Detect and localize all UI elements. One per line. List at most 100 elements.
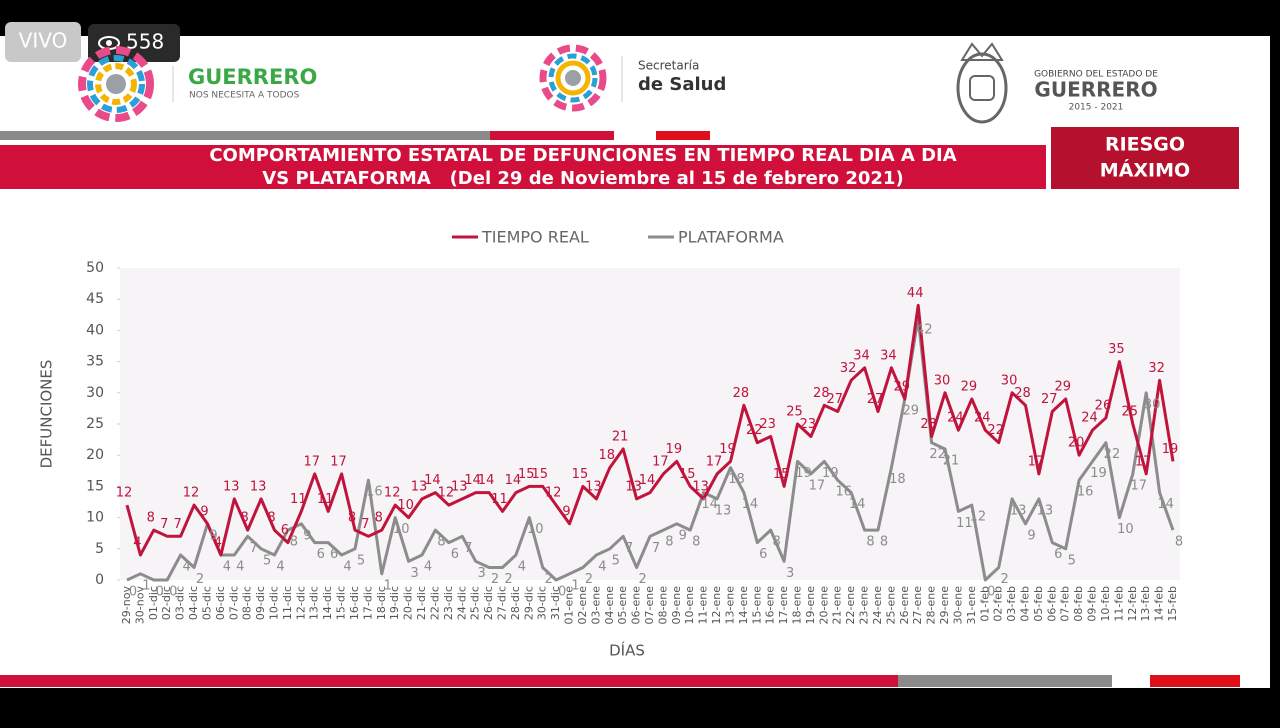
data-label: 14 bbox=[639, 473, 656, 488]
x-tick-label: 25-ene bbox=[884, 586, 897, 625]
x-tick-label: 27-ene bbox=[911, 586, 924, 625]
data-label: 13 bbox=[411, 479, 428, 494]
data-label: 16 bbox=[835, 485, 852, 500]
data-label: 14 bbox=[478, 473, 495, 488]
data-label: 24 bbox=[974, 411, 991, 426]
data-label: 7 bbox=[174, 517, 182, 532]
data-label: 23 bbox=[800, 417, 817, 432]
x-tick-label: 30-dic bbox=[536, 586, 549, 620]
data-label: 7 bbox=[652, 541, 660, 556]
x-tick-label: 10-feb bbox=[1099, 586, 1112, 622]
x-tick-label: 19-ene bbox=[804, 586, 817, 625]
legend-label: PLATAFORMA bbox=[678, 228, 784, 247]
data-label: 0 bbox=[129, 585, 137, 600]
x-tick-label: 12-ene bbox=[710, 586, 723, 625]
stripe bbox=[0, 131, 490, 140]
x-tick-label: 30-ene bbox=[951, 586, 964, 625]
data-label: 6 bbox=[759, 547, 767, 562]
x-tick-label: 29-dic bbox=[522, 586, 535, 620]
data-label: 5 bbox=[612, 553, 620, 568]
data-label: 28 bbox=[733, 386, 750, 401]
x-tick-label: 04-feb bbox=[1018, 586, 1031, 622]
series-line bbox=[125, 303, 1175, 557]
x-tick-label: 18-ene bbox=[791, 586, 804, 625]
data-label: 23 bbox=[759, 417, 776, 432]
data-label: 17 bbox=[706, 454, 723, 469]
gob-name: GUERRERO bbox=[1034, 78, 1157, 102]
x-tick-label: 03-dic bbox=[174, 586, 187, 620]
data-label: 14 bbox=[742, 497, 759, 512]
data-label: 12 bbox=[183, 486, 200, 501]
x-tick-label: 02-feb bbox=[992, 586, 1005, 622]
data-label: 25 bbox=[1121, 405, 1138, 420]
data-label: 21 bbox=[943, 453, 960, 468]
x-tick-label: 16-dic bbox=[348, 586, 361, 620]
data-label: 24 bbox=[1081, 411, 1098, 426]
y-tick-label: 45 bbox=[86, 291, 104, 307]
data-label: 22 bbox=[746, 423, 763, 438]
data-label: 10 bbox=[527, 522, 544, 537]
data-label: 11 bbox=[956, 516, 973, 531]
data-label: 4 bbox=[236, 560, 244, 575]
x-tick-label: 26-dic bbox=[482, 586, 495, 620]
data-label: 4 bbox=[223, 560, 231, 575]
data-label: 3 bbox=[478, 566, 486, 581]
data-label: 9 bbox=[303, 528, 311, 543]
data-label: 11 bbox=[317, 492, 334, 507]
salud: de Salud bbox=[638, 74, 726, 95]
data-label: 18 bbox=[728, 472, 745, 487]
y-tick-label: 5 bbox=[95, 541, 104, 557]
data-label: 13 bbox=[1037, 503, 1054, 518]
data-label: 10 bbox=[397, 498, 414, 513]
data-label: 4 bbox=[518, 560, 526, 575]
data-label: 13 bbox=[1010, 503, 1027, 518]
x-tick-label: 04-ene bbox=[603, 586, 616, 625]
data-label: 6 bbox=[1054, 547, 1062, 562]
gob: GOBIERNO DEL ESTADO DE bbox=[1034, 70, 1158, 80]
data-label: 17 bbox=[809, 478, 826, 493]
live-badge bbox=[5, 22, 81, 62]
x-tick-label: 03-feb bbox=[1005, 586, 1018, 622]
data-label: 5 bbox=[357, 553, 365, 568]
y-tick-label: 50 bbox=[86, 260, 104, 276]
data-label: 17 bbox=[330, 454, 347, 469]
x-tick-label: 30-nov bbox=[133, 586, 146, 625]
data-label: 7 bbox=[361, 517, 369, 532]
x-tick-label: 06-ene bbox=[630, 586, 643, 625]
data-label: 10 bbox=[1117, 522, 1134, 537]
viewer-count: 558 bbox=[126, 30, 164, 54]
data-label: 18 bbox=[598, 448, 615, 463]
x-tick-label: 13-ene bbox=[723, 586, 736, 625]
data-label: 12 bbox=[384, 486, 401, 501]
data-label: 16 bbox=[366, 485, 383, 500]
data-label: 19 bbox=[1090, 466, 1107, 481]
data-label: 1 bbox=[384, 578, 392, 593]
x-tick-label: 07-feb bbox=[1059, 586, 1072, 622]
data-label: 4 bbox=[598, 560, 606, 575]
y-tick-label: 30 bbox=[86, 385, 104, 401]
data-label: 1 bbox=[142, 578, 150, 593]
x-tick-label: 08-feb bbox=[1072, 586, 1085, 622]
x-tick-label: 23-dic bbox=[442, 586, 455, 620]
data-label: 6 bbox=[317, 547, 325, 562]
data-label: 13 bbox=[250, 479, 267, 494]
x-tick-label: 21-dic bbox=[415, 586, 428, 620]
data-label: 22 bbox=[929, 447, 946, 462]
y-tick-label: 40 bbox=[86, 322, 104, 338]
x-tick-label: 05-ene bbox=[616, 586, 629, 625]
data-label: 4 bbox=[133, 536, 141, 551]
data-label: 22 bbox=[987, 423, 1004, 438]
data-label: 15 bbox=[679, 467, 696, 482]
data-label: 17 bbox=[1028, 454, 1045, 469]
data-label: 34 bbox=[853, 348, 870, 363]
x-tick-label: 26-ene bbox=[898, 586, 911, 625]
data-label: 8 bbox=[241, 511, 249, 526]
x-tick-label: 14-dic bbox=[321, 586, 334, 620]
x-tick-label: 16-ene bbox=[764, 586, 777, 625]
data-label: 9 bbox=[679, 528, 687, 543]
data-label: 14 bbox=[424, 473, 441, 488]
eye-pupil bbox=[106, 40, 112, 46]
x-tick-label: 15-ene bbox=[750, 586, 763, 625]
data-label: 2 bbox=[545, 572, 553, 587]
data-label: 6 bbox=[281, 523, 289, 538]
